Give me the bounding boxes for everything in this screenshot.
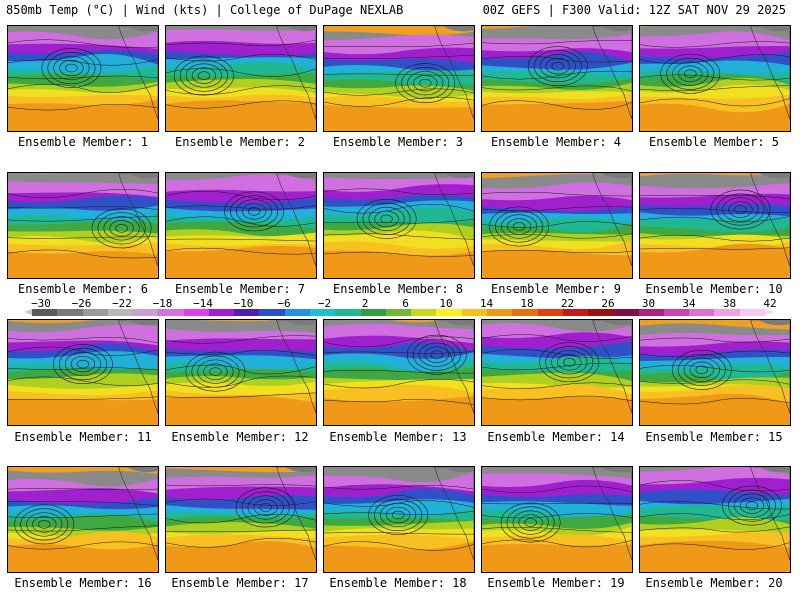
ensemble-member-label: Ensemble Member: 7: [174, 282, 306, 296]
ensemble-map-panel: [481, 319, 633, 426]
colorbar-segment: [638, 309, 665, 316]
colorbar-tick-label: −10: [233, 297, 254, 310]
colorbar-segment: [512, 309, 538, 316]
ensemble-map-panel: [323, 466, 475, 573]
ensemble-member-label: Ensemble Member: 9: [490, 282, 622, 296]
colorbar-segment: [461, 309, 488, 316]
colorbar-tick-label: 6: [402, 297, 409, 310]
ensemble-member-label: Ensemble Member: 15: [645, 430, 783, 444]
colorbar-tick-label: 2: [361, 297, 369, 310]
ensemble-map-panel: [639, 172, 791, 279]
colorbar-right-arrow: [765, 309, 775, 315]
colorbar-segment: [284, 309, 311, 316]
ensemble-map-panel: [323, 172, 475, 279]
colorbar-tick-label: 34: [682, 297, 696, 310]
colorbar-tick-label: −14: [193, 297, 213, 310]
colorbar-segment: [32, 309, 58, 316]
ensemble-map-panel: [639, 466, 791, 573]
ensemble-member-label: Ensemble Member: 20: [645, 576, 783, 590]
colorbar-segment: [158, 309, 185, 316]
header-title: 850mb Temp (°C) | Wind (kts) | College o…: [6, 3, 404, 17]
colorbar-tick-label: −2: [317, 297, 332, 310]
colorbar-segment: [588, 309, 614, 316]
ensemble-map-panel: [165, 319, 317, 426]
colorbar-segment: [663, 309, 690, 316]
colorbar-segment: [537, 309, 564, 316]
colorbar-segment: [739, 309, 766, 316]
colorbar-segment: [562, 309, 589, 316]
ensemble-map-panel: [165, 172, 317, 279]
colorbar-segment: [613, 309, 640, 316]
ensemble-map-panel: [639, 25, 791, 132]
ensemble-map-panel: [7, 466, 159, 573]
ensemble-member-label: Ensemble Member: 10: [645, 282, 783, 296]
ensemble-member-label: Ensemble Member: 6: [17, 282, 149, 296]
ensemble-map-panel: [481, 466, 633, 573]
ensemble-map-panel: [481, 172, 633, 279]
colorbar-segment: [436, 309, 463, 316]
colorbar-tick-label: 30: [641, 297, 656, 310]
colorbar-tick-label: 42: [763, 297, 777, 310]
colorbar-segment: [411, 309, 437, 316]
colorbar-segment: [183, 309, 210, 316]
ensemble-member-label: Ensemble Member: 5: [648, 135, 780, 149]
colorbar-segment: [133, 309, 159, 316]
colorbar-tick-label: −30: [31, 297, 51, 310]
ensemble-member-label: Ensemble Member: 18: [329, 576, 467, 590]
colorbar-segment: [486, 309, 513, 316]
ensemble-member-label: Ensemble Member: 1: [17, 135, 149, 149]
colorbar-tick-label: 26: [601, 297, 615, 310]
colorbar-tick-label: 18: [520, 297, 534, 310]
colorbar-segment: [689, 309, 715, 316]
header-valid-time: 00Z GEFS | F300 Valid: 12Z SAT NOV 29 20…: [482, 3, 786, 17]
ensemble-map-panel: [165, 466, 317, 573]
colorbar-tick-label: 22: [560, 297, 575, 310]
ensemble-member-label: Ensemble Member: 2: [174, 135, 306, 149]
ensemble-member-label: Ensemble Member: 11: [14, 430, 152, 444]
ensemble-member-label: Ensemble Member: 13: [329, 430, 467, 444]
colorbar-tick-label: 10: [439, 297, 453, 310]
ensemble-member-label: Ensemble Member: 16: [14, 576, 152, 590]
colorbar-tick-label: −6: [277, 297, 291, 310]
ensemble-map-panel: [165, 25, 317, 132]
ensemble-member-label: Ensemble Member: 12: [171, 430, 309, 444]
ensemble-member-label: Ensemble Member: 19: [487, 576, 625, 590]
ensemble-map-panel: [639, 319, 791, 426]
colorbar-segment: [360, 309, 387, 316]
colorbar-left-arrow: [24, 309, 32, 315]
colorbar-segment: [385, 309, 412, 316]
ensemble-map-panel: [7, 172, 159, 279]
colorbar-tick-label: 14: [479, 297, 494, 310]
ensemble-member-label: Ensemble Member: 4: [490, 135, 622, 149]
ensemble-map-panel: [481, 25, 633, 132]
colorbar-tick-label: −18: [152, 297, 173, 310]
ensemble-map-panel: [323, 319, 475, 426]
colorbar-segment: [208, 309, 235, 316]
colorbar-segment: [234, 309, 260, 316]
colorbar-segment: [82, 309, 109, 316]
colorbar-segment: [335, 309, 362, 316]
ensemble-member-label: Ensemble Member: 8: [332, 282, 464, 296]
colorbar-segment: [310, 309, 336, 316]
colorbar-segment: [107, 309, 134, 316]
colorbar-tick-label: −22: [112, 297, 132, 310]
colorbar-segment: [57, 309, 84, 316]
ensemble-map-panel: [7, 319, 159, 426]
ensemble-map-panel: [7, 25, 159, 132]
colorbar-tick-label: −26: [71, 297, 92, 310]
colorbar-tick-label: 38: [722, 297, 737, 310]
ensemble-map-panel: [323, 25, 475, 132]
ensemble-member-label: Ensemble Member: 14: [487, 430, 625, 444]
ensemble-member-label: Ensemble Member: 3: [332, 135, 464, 149]
colorbar-segment: [714, 309, 741, 316]
ensemble-member-label: Ensemble Member: 17: [171, 576, 309, 590]
colorbar-segment: [259, 309, 286, 316]
